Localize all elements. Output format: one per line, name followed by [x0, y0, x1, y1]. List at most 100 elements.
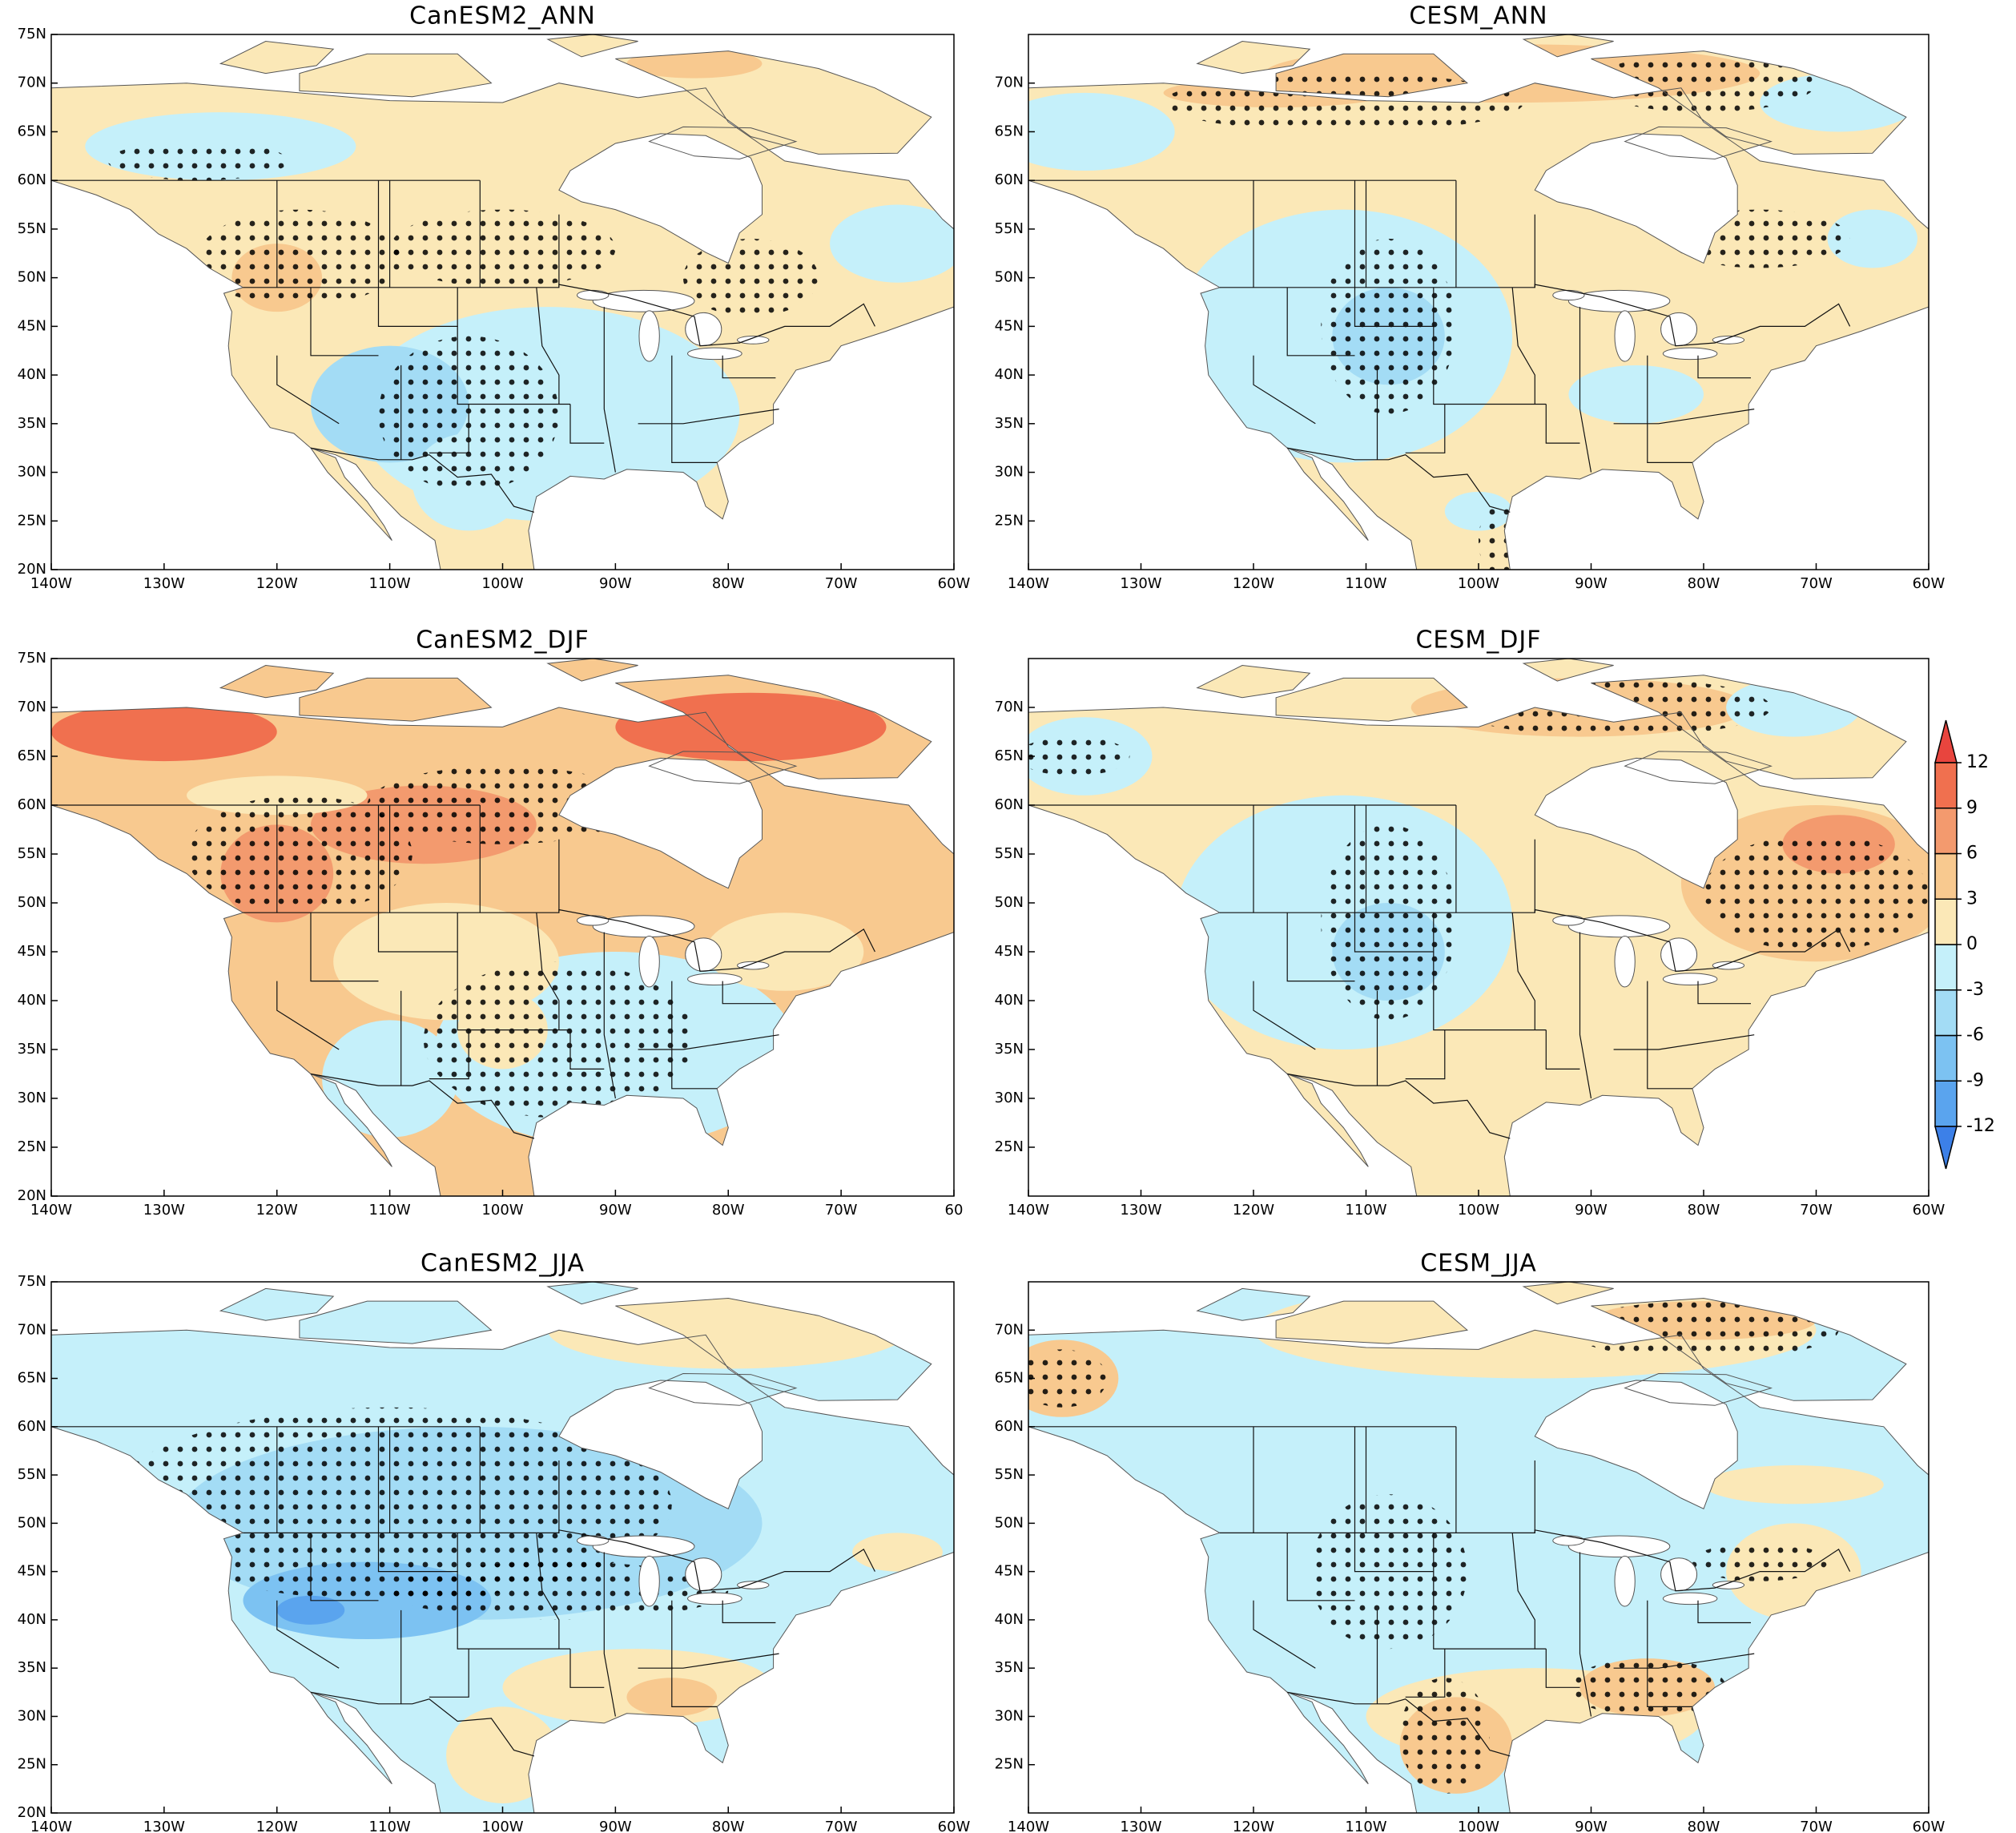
- lon-tick-label: 120W: [1233, 575, 1274, 592]
- lon-tick-label: 140W: [30, 1819, 72, 1833]
- border: [1647, 355, 1692, 464]
- border: [429, 1029, 469, 1080]
- field: [1028, 34, 1929, 570]
- lat-tick-label: 65N: [995, 747, 1024, 764]
- lon-tick-label: 70W: [825, 575, 858, 592]
- field: [1028, 659, 1929, 1196]
- lat-tick-label: 55N: [18, 845, 46, 862]
- lon-tick-label: 120W: [1233, 1202, 1274, 1219]
- lon-tick-label: 120W: [256, 1819, 298, 1833]
- coastline: [299, 1300, 493, 1344]
- map-area: [51, 34, 954, 570]
- stipple: [1028, 1349, 1108, 1408]
- hudson-bay: [1534, 133, 1738, 264]
- coastline: [219, 1287, 335, 1321]
- colorbar-label: 6: [1966, 844, 1978, 864]
- contour-patch: [119, 1296, 210, 1326]
- stipple: [389, 209, 616, 288]
- coastline: [546, 34, 638, 58]
- border: [1545, 1029, 1580, 1070]
- border: [671, 1600, 718, 1707]
- lat-tick-label: 20N: [18, 1804, 46, 1821]
- lake: [1660, 312, 1698, 347]
- border: [722, 355, 776, 379]
- lon-tick-label: 100W: [1458, 1819, 1499, 1833]
- colorbar-label: 3: [1966, 888, 1978, 908]
- stipple: [1479, 501, 1524, 570]
- lat-tick-label: 50N: [18, 894, 46, 911]
- contour-patch: [547, 1291, 909, 1369]
- lon-tick-label: 80W: [1688, 575, 1720, 592]
- lake: [1662, 347, 1718, 361]
- field: [51, 1282, 954, 1813]
- coastline: [309, 447, 392, 541]
- lon-tick-label: 80W: [712, 1202, 745, 1219]
- border: [1287, 1073, 1511, 1139]
- lon-tick-label: 70W: [1800, 575, 1833, 592]
- border: [722, 1600, 776, 1624]
- map-area: [51, 1282, 954, 1813]
- lat-tick-label: 35N: [18, 1659, 46, 1676]
- lon-tick-label: 90W: [1575, 1202, 1608, 1219]
- lon-tick-label: 70W: [825, 1819, 858, 1833]
- lake: [685, 1557, 722, 1592]
- lat-tick-label: 60N: [995, 171, 1024, 188]
- border: [1511, 912, 1535, 1030]
- map-panel: CESM_JJA 140W 130W 120W 110W 100W 90W 80W 70W 60W…: [995, 1250, 1946, 1833]
- border: [1511, 287, 1535, 405]
- lon-tick-label: 60W: [938, 1819, 971, 1833]
- lake: [1552, 915, 1585, 926]
- lon-tick-label: 140W: [30, 575, 72, 592]
- hudson-bay: [558, 1380, 763, 1509]
- lon-tick-label: 100W: [481, 1819, 523, 1833]
- lake: [737, 961, 770, 970]
- coastline: [615, 50, 932, 155]
- border: [1354, 805, 1435, 953]
- lon-tick-label: 110W: [369, 1819, 411, 1833]
- coastline: [219, 664, 335, 699]
- lon-tick-label: 120W: [256, 1202, 298, 1219]
- coastline: [1286, 1073, 1369, 1167]
- lon-tick-label: 130W: [143, 575, 185, 592]
- map-area: [1028, 659, 1929, 1196]
- coastline: [1196, 1287, 1311, 1321]
- lake: [1552, 1535, 1585, 1546]
- colorbar-label: 9: [1966, 798, 1978, 818]
- lon-tick-label: 80W: [712, 575, 745, 592]
- stipple: [1455, 678, 1772, 737]
- coastline: [648, 126, 798, 160]
- lon-tick-label: 60W: [1913, 1819, 1946, 1833]
- stipple: [107, 141, 288, 181]
- lake: [1712, 336, 1745, 344]
- colorbar-box: [1934, 944, 1958, 991]
- colorbar-box: [1934, 1080, 1958, 1127]
- lat-tick-label: 50N: [995, 269, 1024, 286]
- lat-tick-label: 30N: [995, 464, 1024, 481]
- border: [276, 1600, 340, 1669]
- border: [310, 912, 379, 982]
- lat-tick-label: 60N: [18, 796, 46, 813]
- coastline: [1275, 53, 1469, 98]
- border: [1433, 952, 1547, 1031]
- lat-tick-label: 70N: [995, 1321, 1024, 1338]
- border: [638, 1653, 779, 1669]
- lat-tick-label: 50N: [995, 894, 1024, 911]
- coastline: [1028, 707, 1929, 1196]
- lat-tick-label: 60N: [995, 796, 1024, 813]
- border: [671, 355, 718, 464]
- coastline: [1286, 1691, 1369, 1785]
- lat-tick-label: 45N: [18, 943, 46, 960]
- coastline: [1591, 675, 1907, 780]
- lon-tick-label: 110W: [369, 1202, 411, 1219]
- map-area: [1028, 1282, 1929, 1813]
- lat-tick-label: 75N: [18, 1273, 46, 1290]
- stipple: [682, 239, 819, 317]
- coastline: [1196, 664, 1311, 699]
- lat-tick-label: 55N: [995, 845, 1024, 862]
- lon-tick-label: 90W: [1575, 575, 1608, 592]
- border: [1405, 404, 1446, 453]
- border: [1511, 1533, 1535, 1650]
- panel-title: CanESM2_DJF: [416, 626, 590, 655]
- border: [603, 307, 616, 473]
- lake: [1712, 961, 1745, 970]
